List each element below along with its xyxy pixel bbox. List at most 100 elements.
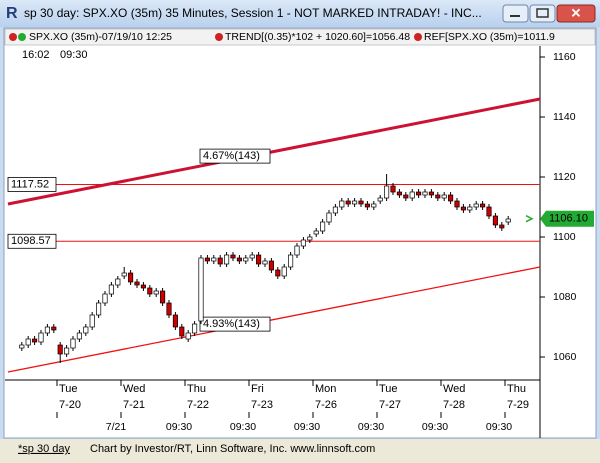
credit: Chart by Investor/RT, Linn Software, Inc… [90,443,375,455]
candle-body [345,200,351,205]
candle-body [428,191,434,196]
candle-body [204,257,210,262]
close-glyph: ✕ [571,5,582,20]
candle-body [217,257,223,265]
x-day-name: Wed [443,383,465,395]
candle-body [198,257,204,322]
trend-label: 4.67%(143) [203,150,260,162]
candle-body [224,254,230,265]
trend-label-box [199,148,271,164]
candle-body [371,203,377,208]
candle-body [467,206,473,211]
candle-body [409,191,415,199]
candle-body [300,239,306,247]
candle-body [422,191,428,196]
x-day-name: Tue [379,383,398,395]
window-buttons: ✕ [502,4,596,23]
candle-body [454,200,460,208]
candle-body [140,284,146,289]
x-day-date: 7-22 [187,399,209,411]
candle-body [19,344,25,349]
candle-body [441,194,447,199]
candle-body [326,212,332,223]
legend-icon[interactable] [18,33,26,41]
candle-body [492,215,498,226]
candle-body [358,200,364,205]
x-day-date: 7-27 [379,399,401,411]
candle-body [134,281,140,286]
x-time-label: 09:30 [486,421,512,433]
y-tick-label: 1120 [553,171,576,183]
close-button[interactable] [556,4,596,23]
candle-body [249,254,255,259]
trend-label-box [199,316,271,332]
candle-body [211,257,217,262]
candle-body [396,191,402,196]
legend-icon[interactable] [215,33,223,41]
candle-body [256,254,262,265]
candle-body [108,284,114,295]
legend-item[interactable]: TREND[(0.35)*102 + 1020.60]=1056.48 [225,31,410,43]
x-day-name: Thu [507,383,526,395]
title-bar [0,0,600,27]
last-price-box [540,210,594,227]
level-label: 1098.57 [11,235,51,247]
candle-body [390,185,396,193]
candle-body [313,230,319,235]
x-day-date: 7-20 [59,399,81,411]
legend-icon[interactable] [414,33,422,41]
candle-body [236,257,242,262]
minimize-button[interactable] [502,4,529,23]
x-day-name: Tue [59,383,78,395]
candle-body [38,332,44,343]
x-day-name: Fri [251,383,264,395]
last-price-label: 1106.10 [549,213,588,225]
candle-body [473,203,479,208]
candle-body [403,194,409,199]
maximize-button[interactable] [529,4,556,23]
legend-icon[interactable] [9,33,17,41]
candle-body [147,287,153,295]
candle-body [262,260,268,265]
candle-body [57,344,63,355]
candle-body [243,257,249,262]
candle-body [339,200,345,208]
candle-body [102,293,108,304]
x-day-date: 7-21 [123,399,145,411]
legend-bar [4,28,596,46]
x-day-date: 7-29 [507,399,529,411]
level-label: 1117.52 [11,178,49,190]
app-icon[interactable]: R [6,5,18,22]
legend-item[interactable]: REF[SPX.XO (35m)=1011.9 [424,31,555,43]
candle-body [320,221,326,232]
candle-body [25,338,31,346]
candle-body [332,206,338,214]
y-tick-label: 1100 [553,231,576,243]
candle-body [192,323,198,334]
y-tick-label: 1140 [553,111,576,123]
candle-body [416,191,422,196]
candle-body [486,206,492,217]
corner-time: 09:30 [60,49,88,61]
candle-body [435,194,441,199]
y-tick-label: 1060 [553,351,577,363]
x-time-label: 09:30 [358,421,384,433]
trend-line [7,266,541,373]
candle-body [70,338,76,349]
candle-body [153,290,159,295]
candle-body [51,326,57,331]
candle-body [499,224,505,229]
candle-body [288,254,294,268]
legend-item[interactable]: SPX.XO (35m)-07/19/10 12:25 [29,31,172,43]
candle-body [480,203,486,208]
x-time-label: 7/21 [106,421,127,433]
candle-body [179,326,185,337]
candle-body [230,254,236,259]
sheet-tab[interactable]: *sp 30 day [18,443,70,455]
candle-body [384,185,390,199]
window-title: sp 30 day: SPX.XO (35m) 35 Minutes, Sess… [24,6,482,20]
candle-body [115,278,121,286]
x-time-label: 09:30 [422,421,448,433]
x-day-name: Wed [123,383,145,395]
